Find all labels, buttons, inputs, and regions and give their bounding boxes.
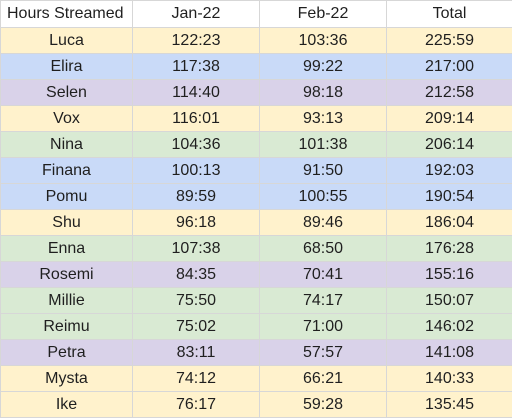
cell-feb[interactable]: 93:13 — [260, 106, 387, 132]
cell-feb[interactable]: 100:55 — [260, 184, 387, 210]
cell-feb[interactable]: 74:17 — [260, 288, 387, 314]
cell-total[interactable]: 140:33 — [387, 366, 512, 392]
cell-feb[interactable]: 66:21 — [260, 366, 387, 392]
cell-feb[interactable]: 101:38 — [260, 132, 387, 158]
cell-name[interactable]: Ike — [1, 392, 133, 418]
cell-feb[interactable]: 59:28 — [260, 392, 387, 418]
cell-feb[interactable]: 91:50 — [260, 158, 387, 184]
cell-feb[interactable]: 98:18 — [260, 80, 387, 106]
header-total[interactable]: Total — [387, 1, 512, 28]
cell-name[interactable]: Luca — [1, 28, 133, 54]
cell-jan[interactable]: 75:02 — [133, 314, 260, 340]
cell-name[interactable]: Vox — [1, 106, 133, 132]
cell-feb[interactable]: 99:22 — [260, 54, 387, 80]
cell-name[interactable]: Shu — [1, 210, 133, 236]
cell-total[interactable]: 176:28 — [387, 236, 512, 262]
header-name[interactable]: Hours Streamed — [1, 1, 133, 28]
cell-feb[interactable]: 71:00 — [260, 314, 387, 340]
cell-total[interactable]: 217:00 — [387, 54, 512, 80]
cell-total[interactable]: 190:54 — [387, 184, 512, 210]
header-jan[interactable]: Jan-22 — [133, 1, 260, 28]
cell-total[interactable]: 155:16 — [387, 262, 512, 288]
header-row: Hours Streamed Jan-22 Feb-22 Total — [1, 1, 512, 28]
cell-jan[interactable]: 100:13 — [133, 158, 260, 184]
cell-feb[interactable]: 57:57 — [260, 340, 387, 366]
cell-jan[interactable]: 89:59 — [133, 184, 260, 210]
cell-name[interactable]: Pomu — [1, 184, 133, 210]
cell-jan[interactable]: 74:12 — [133, 366, 260, 392]
cell-total[interactable]: 186:04 — [387, 210, 512, 236]
cell-total[interactable]: 225:59 — [387, 28, 512, 54]
cell-jan[interactable]: 107:38 — [133, 236, 260, 262]
cell-jan[interactable]: 114:40 — [133, 80, 260, 106]
cell-name[interactable]: Mysta — [1, 366, 133, 392]
cell-name[interactable]: Millie — [1, 288, 133, 314]
cell-total[interactable]: 141:08 — [387, 340, 512, 366]
cell-jan[interactable]: 104:36 — [133, 132, 260, 158]
cell-name[interactable]: Rosemi — [1, 262, 133, 288]
cell-name[interactable]: Nina — [1, 132, 133, 158]
cell-total[interactable]: 209:14 — [387, 106, 512, 132]
cell-feb[interactable]: 89:46 — [260, 210, 387, 236]
cell-total[interactable]: 150:07 — [387, 288, 512, 314]
cell-total[interactable]: 192:03 — [387, 158, 512, 184]
cell-name[interactable]: Finana — [1, 158, 133, 184]
cell-jan[interactable]: 96:18 — [133, 210, 260, 236]
cell-name[interactable]: Enna — [1, 236, 133, 262]
cell-jan[interactable]: 75:50 — [133, 288, 260, 314]
cell-total[interactable]: 146:02 — [387, 314, 512, 340]
cell-jan[interactable]: 117:38 — [133, 54, 260, 80]
cell-feb[interactable]: 70:41 — [260, 262, 387, 288]
cell-jan[interactable]: 83:11 — [133, 340, 260, 366]
cell-feb[interactable]: 68:50 — [260, 236, 387, 262]
cell-total[interactable]: 135:45 — [387, 392, 512, 418]
cell-name[interactable]: Elira — [1, 54, 133, 80]
cell-total[interactable]: 212:58 — [387, 80, 512, 106]
cell-name[interactable]: Reimu — [1, 314, 133, 340]
header-feb[interactable]: Feb-22 — [260, 1, 387, 28]
cell-total[interactable]: 206:14 — [387, 132, 512, 158]
cell-jan[interactable]: 84:35 — [133, 262, 260, 288]
cell-name[interactable]: Selen — [1, 80, 133, 106]
cell-feb[interactable]: 103:36 — [260, 28, 387, 54]
cell-jan[interactable]: 76:17 — [133, 392, 260, 418]
cell-jan[interactable]: 116:01 — [133, 106, 260, 132]
cell-jan[interactable]: 122:23 — [133, 28, 260, 54]
cell-name[interactable]: Petra — [1, 340, 133, 366]
